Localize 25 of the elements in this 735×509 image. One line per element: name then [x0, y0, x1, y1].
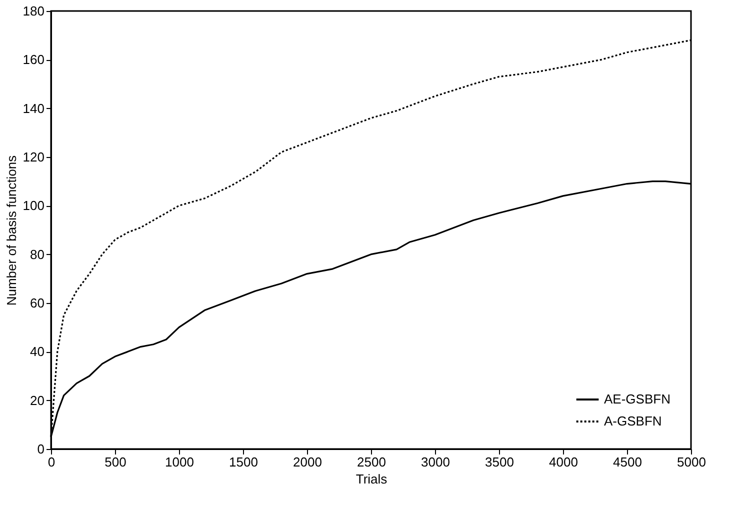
y-tick-label: 60	[30, 296, 44, 310]
legend-label: A-GSBFN	[604, 414, 662, 428]
y-tick-label: 120	[22, 150, 44, 164]
y-tick-label: 0	[37, 442, 44, 456]
x-tick-label: 0	[48, 454, 56, 470]
x-tick-label: 500	[104, 454, 126, 470]
legend-label: AE-GSBFN	[604, 392, 670, 406]
x-axis-title: Trials	[356, 472, 388, 486]
y-tick-label: 100	[22, 198, 44, 214]
x-tick-label: 3500	[485, 454, 514, 470]
y-tick-label: 40	[30, 344, 44, 360]
y-tick-label: 80	[30, 246, 44, 262]
x-tick-label: 1000	[165, 454, 194, 470]
y-tick-label: 20	[30, 392, 44, 408]
y-tick-label: 180	[22, 4, 44, 18]
x-tick-label: 2500	[357, 454, 386, 470]
x-tick-label: 1500	[229, 454, 258, 470]
y-axis-title: Number of basis functions	[4, 154, 19, 306]
y-tick-label: 140	[22, 100, 44, 116]
x-tick-label: 4000	[549, 454, 578, 470]
x-tick-label: 5000	[677, 454, 706, 470]
x-tick-label: 2000	[293, 454, 322, 470]
x-tick-label: 3000	[421, 454, 450, 470]
x-tick-label: 4500	[613, 454, 642, 470]
y-tick-label: 160	[22, 52, 44, 68]
